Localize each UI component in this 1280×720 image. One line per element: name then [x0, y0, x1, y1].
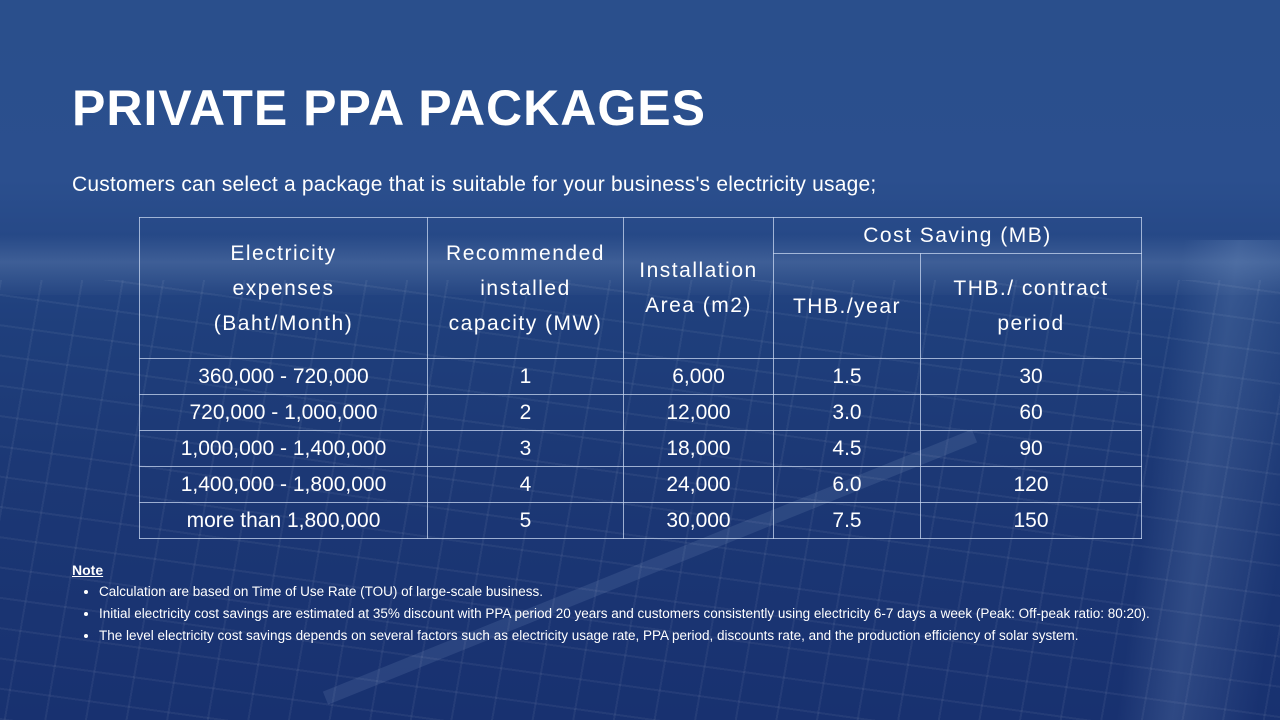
- cell-area: 30,000: [623, 502, 774, 539]
- cell-area: 12,000: [623, 394, 774, 431]
- cell-area: 24,000: [623, 466, 774, 503]
- header-thb-per-year: THB./year: [773, 253, 921, 359]
- note-title: Note: [72, 562, 104, 578]
- cell-expenses: 1,400,000 - 1,800,000: [139, 466, 428, 503]
- cell-expenses: 1,000,000 - 1,400,000: [139, 430, 428, 467]
- header-cost-saving: Cost Saving (MB): [772, 217, 1143, 254]
- note-section: Note Calculation are based on Time of Us…: [72, 560, 1172, 648]
- cell-per-year: 7.5: [773, 502, 921, 539]
- note-item: The level electricity cost savings depen…: [99, 626, 1172, 646]
- cell-capacity: 2: [427, 394, 624, 431]
- note-item: Initial electricity cost savings are est…: [99, 604, 1172, 624]
- cell-area: 6,000: [623, 358, 774, 395]
- cell-per-year: 1.5: [773, 358, 921, 395]
- cell-capacity: 1: [427, 358, 624, 395]
- table-row: 1,400,000 - 1,800,000 4 24,000 6.0 120: [139, 466, 1143, 503]
- header-installation-area: Installation Area (m2): [623, 217, 774, 359]
- cell-per-year: 6.0: [773, 466, 921, 503]
- header-recommended-capacity: Recommended installed capacity (MW): [427, 217, 624, 359]
- cell-per-contract: 30: [919, 358, 1143, 395]
- cell-per-contract: 150: [919, 502, 1143, 539]
- cell-capacity: 4: [427, 466, 624, 503]
- page-title: PRIVATE PPA PACKAGES: [72, 80, 706, 136]
- header-thb-per-contract: THB./ contract period: [919, 253, 1143, 359]
- cell-expenses: 720,000 - 1,000,000: [139, 394, 428, 431]
- header-electricity-expenses: Electricity expenses (Baht/Month): [139, 217, 428, 359]
- ppa-packages-table: Electricity expenses (Baht/Month) Recomm…: [139, 217, 1143, 539]
- table-row: 360,000 - 720,000 1 6,000 1.5 30: [139, 358, 1143, 395]
- table-row: 720,000 - 1,000,000 2 12,000 3.0 60: [139, 394, 1143, 431]
- table-row: more than 1,800,000 5 30,000 7.5 150: [139, 502, 1143, 539]
- cell-per-contract: 90: [919, 430, 1143, 467]
- cell-area: 18,000: [623, 430, 774, 467]
- page-subtitle: Customers can select a package that is s…: [72, 173, 877, 196]
- cell-capacity: 3: [427, 430, 624, 467]
- cell-per-year: 3.0: [773, 394, 921, 431]
- table-row: 1,000,000 - 1,400,000 3 18,000 4.5 90: [139, 430, 1143, 467]
- cell-expenses: more than 1,800,000: [139, 502, 428, 539]
- cell-per-year: 4.5: [773, 430, 921, 467]
- note-list: Calculation are based on Time of Use Rat…: [72, 582, 1172, 646]
- cell-expenses: 360,000 - 720,000: [139, 358, 428, 395]
- cell-per-contract: 60: [919, 394, 1143, 431]
- cell-capacity: 5: [427, 502, 624, 539]
- note-item: Calculation are based on Time of Use Rat…: [99, 582, 1172, 602]
- cell-per-contract: 120: [919, 466, 1143, 503]
